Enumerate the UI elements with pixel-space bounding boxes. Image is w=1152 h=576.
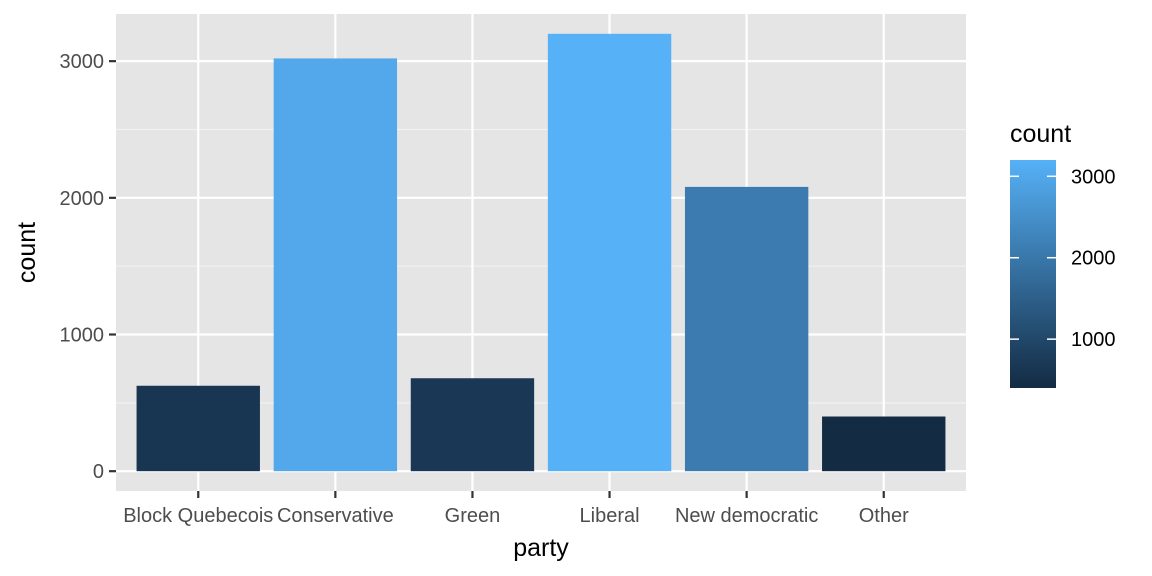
y-axis-title: count bbox=[13, 222, 41, 283]
x-tick-label: Conservative bbox=[277, 505, 394, 527]
x-tick-label: Green bbox=[445, 505, 501, 527]
legend-tick-label: 2000 bbox=[1071, 248, 1116, 270]
x-axis: Block Quebecois Conservative Green Liberal N… bbox=[123, 491, 909, 527]
legend-title: count bbox=[1010, 120, 1071, 148]
bar bbox=[822, 416, 946, 472]
x-tick-label: New democratic bbox=[675, 505, 818, 527]
legend-tick-label: 1000 bbox=[1071, 329, 1116, 351]
x-tick-label: Other bbox=[859, 505, 909, 527]
y-tick-label: 1000 bbox=[60, 325, 105, 347]
x-tick-label: Block Quebecois bbox=[123, 505, 273, 527]
bar bbox=[273, 58, 398, 472]
bar bbox=[547, 33, 672, 472]
y-tick-label: 0 bbox=[93, 461, 104, 483]
legend-ticks: 1000 2000 3000 bbox=[1010, 166, 1116, 351]
bar bbox=[136, 385, 260, 472]
legend: count 1000 2000 3000 bbox=[1010, 120, 1116, 388]
legend-colorbar bbox=[1010, 160, 1056, 388]
y-axis: 0 1000 2000 3000 bbox=[60, 51, 116, 483]
y-tick-label: 2000 bbox=[60, 188, 105, 210]
legend-tick-label: 3000 bbox=[1071, 166, 1116, 188]
x-axis-title: party bbox=[513, 534, 569, 562]
x-tick-label: Liberal bbox=[580, 505, 640, 527]
bar bbox=[684, 186, 809, 472]
y-tick-label: 3000 bbox=[60, 51, 105, 73]
bars bbox=[136, 33, 946, 472]
bar bbox=[410, 378, 535, 472]
